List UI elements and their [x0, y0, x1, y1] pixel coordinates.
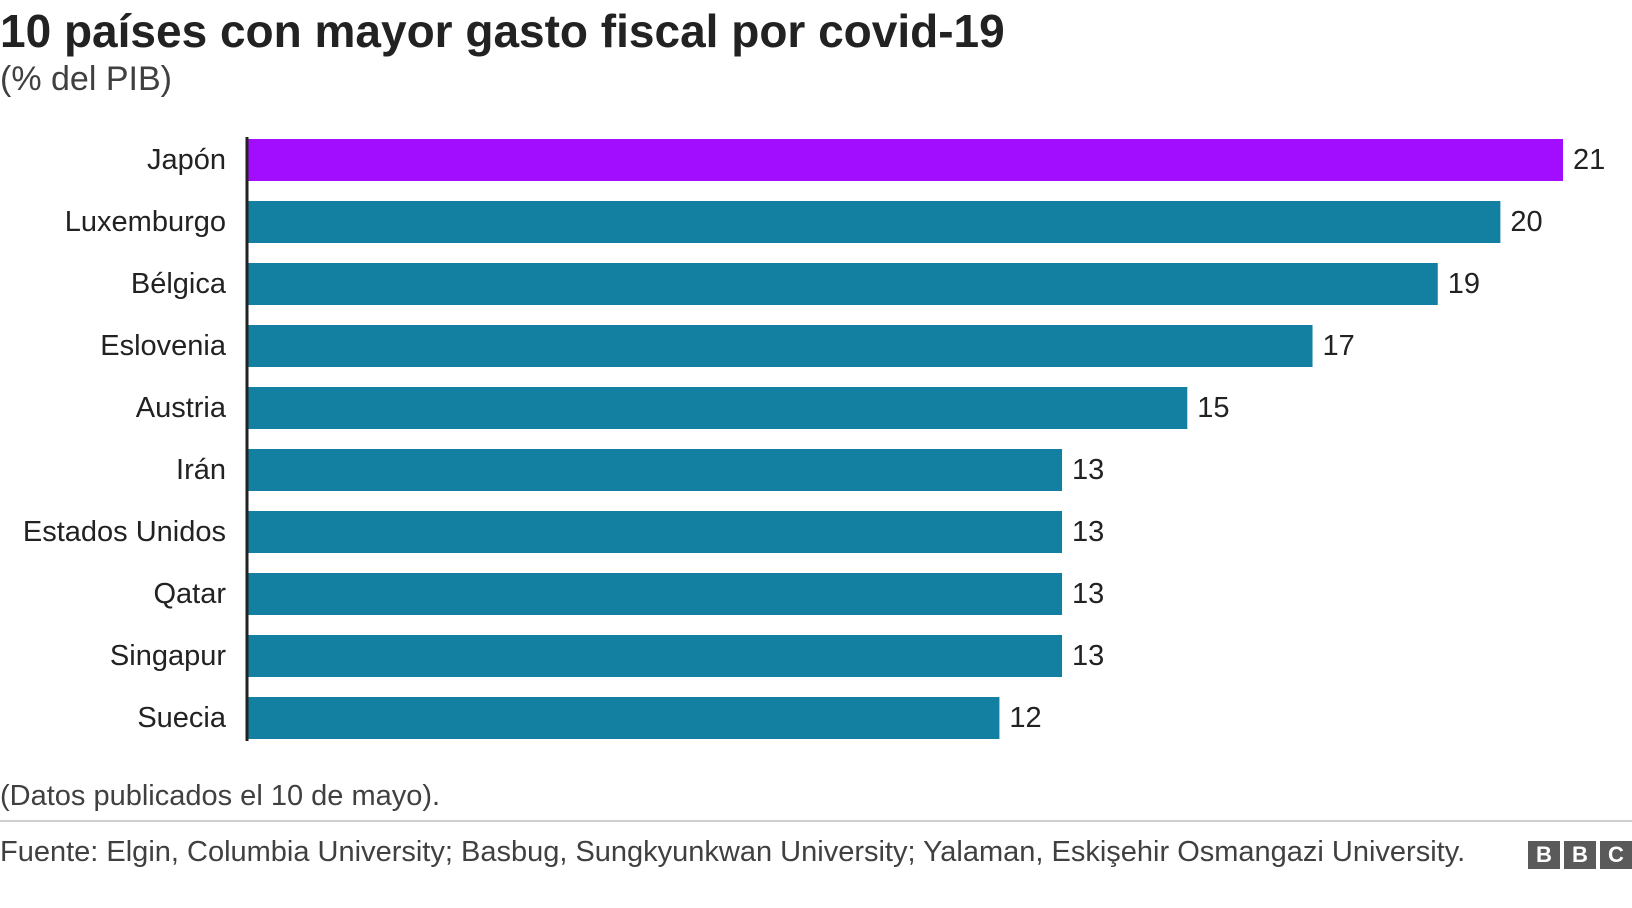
data-label-3: 17 — [1323, 330, 1355, 362]
category-label-7: Qatar — [153, 578, 226, 610]
bar-3 — [248, 325, 1313, 367]
data-label-2: 19 — [1448, 268, 1480, 300]
bar-9 — [248, 697, 1000, 739]
bar-0 — [248, 139, 1563, 181]
data-label-6: 13 — [1072, 516, 1104, 548]
bbc-logo-letter-1: B — [1528, 841, 1560, 869]
chart-subtitle: (% del PIB) — [0, 60, 172, 98]
data-label-9: 12 — [1009, 702, 1041, 734]
data-label-5: 13 — [1072, 454, 1104, 486]
category-label-8: Singapur — [110, 640, 226, 672]
bar-4 — [248, 387, 1188, 429]
data-label-0: 21 — [1573, 144, 1605, 176]
category-label-2: Bélgica — [131, 268, 227, 300]
category-label-4: Austria — [136, 392, 227, 424]
chart-title: 10 países con mayor gasto fiscal por cov… — [0, 5, 1005, 57]
data-label-7: 13 — [1072, 578, 1104, 610]
source-text: Fuente: Elgin, Columbia University; Basb… — [0, 836, 1466, 868]
category-label-5: Irán — [176, 454, 226, 486]
data-label-4: 15 — [1197, 392, 1229, 424]
bar-chart: Japón 21 Luxemburgo 20 Bélgica 19 Eslovenia 17 A… — [23, 137, 1605, 741]
bbc-logo: B B C — [1528, 841, 1632, 869]
data-label-8: 13 — [1072, 640, 1104, 672]
bar-7 — [248, 573, 1063, 615]
bar-8 — [248, 635, 1063, 677]
bar-5 — [248, 449, 1063, 491]
data-label-1: 20 — [1510, 206, 1542, 238]
bbc-logo-letter-2: B — [1564, 841, 1596, 869]
bar-1 — [248, 201, 1501, 243]
bar-2 — [248, 263, 1438, 305]
bbc-logo-letter-3: C — [1600, 841, 1632, 869]
category-label-3: Eslovenia — [100, 330, 227, 362]
footer-divider — [0, 820, 1632, 822]
category-label-9: Suecia — [137, 702, 227, 734]
category-label-0: Japón — [147, 144, 226, 176]
category-label-6: Estados Unidos — [23, 516, 226, 548]
chart-note: (Datos publicados el 10 de mayo). — [0, 780, 441, 812]
category-label-1: Luxemburgo — [65, 206, 226, 238]
bar-6 — [248, 511, 1063, 553]
